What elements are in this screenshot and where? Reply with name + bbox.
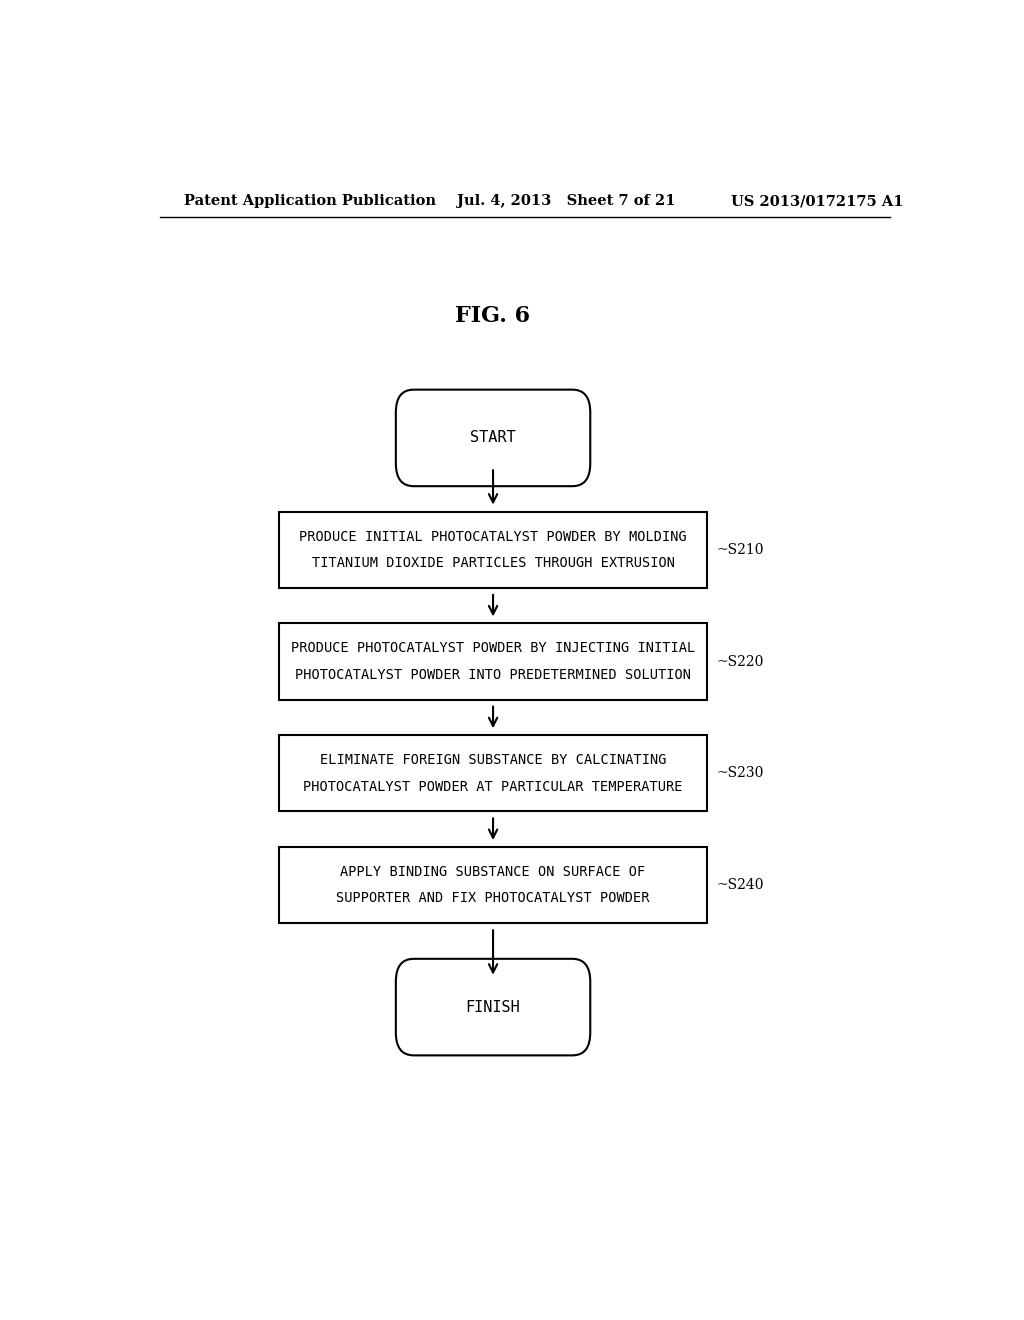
Text: START: START (470, 430, 516, 445)
Text: SUPPORTER AND FIX PHOTOCATALYST POWDER: SUPPORTER AND FIX PHOTOCATALYST POWDER (336, 891, 650, 906)
Text: ELIMINATE FOREIGN SUBSTANCE BY CALCINATING: ELIMINATE FOREIGN SUBSTANCE BY CALCINATI… (319, 754, 667, 767)
Text: FINISH: FINISH (466, 999, 520, 1015)
Text: ~S210: ~S210 (717, 543, 764, 557)
Text: PHOTOCATALYST POWDER AT PARTICULAR TEMPERATURE: PHOTOCATALYST POWDER AT PARTICULAR TEMPE… (303, 780, 683, 793)
FancyBboxPatch shape (396, 958, 590, 1056)
Bar (279, 847, 708, 923)
Text: ~S220: ~S220 (717, 655, 764, 668)
Bar (279, 735, 708, 812)
Text: PRODUCE PHOTOCATALYST POWDER BY INJECTING INITIAL: PRODUCE PHOTOCATALYST POWDER BY INJECTIN… (291, 642, 695, 655)
Text: PHOTOCATALYST POWDER INTO PREDETERMINED SOLUTION: PHOTOCATALYST POWDER INTO PREDETERMINED … (295, 668, 691, 681)
Bar (279, 623, 708, 700)
Text: Patent Application Publication: Patent Application Publication (183, 194, 435, 209)
Bar (279, 512, 708, 587)
FancyBboxPatch shape (396, 389, 590, 486)
Text: ~S240: ~S240 (717, 878, 764, 892)
Text: Jul. 4, 2013   Sheet 7 of 21: Jul. 4, 2013 Sheet 7 of 21 (458, 194, 676, 209)
Text: PRODUCE INITIAL PHOTOCATALYST POWDER BY MOLDING: PRODUCE INITIAL PHOTOCATALYST POWDER BY … (299, 529, 687, 544)
Text: APPLY BINDING SUBSTANCE ON SURFACE OF: APPLY BINDING SUBSTANCE ON SURFACE OF (340, 865, 646, 879)
Text: TITANIUM DIOXIDE PARTICLES THROUGH EXTRUSION: TITANIUM DIOXIDE PARTICLES THROUGH EXTRU… (311, 556, 675, 570)
Text: ~S230: ~S230 (717, 767, 764, 780)
Text: US 2013/0172175 A1: US 2013/0172175 A1 (731, 194, 903, 209)
Text: FIG. 6: FIG. 6 (456, 305, 530, 327)
